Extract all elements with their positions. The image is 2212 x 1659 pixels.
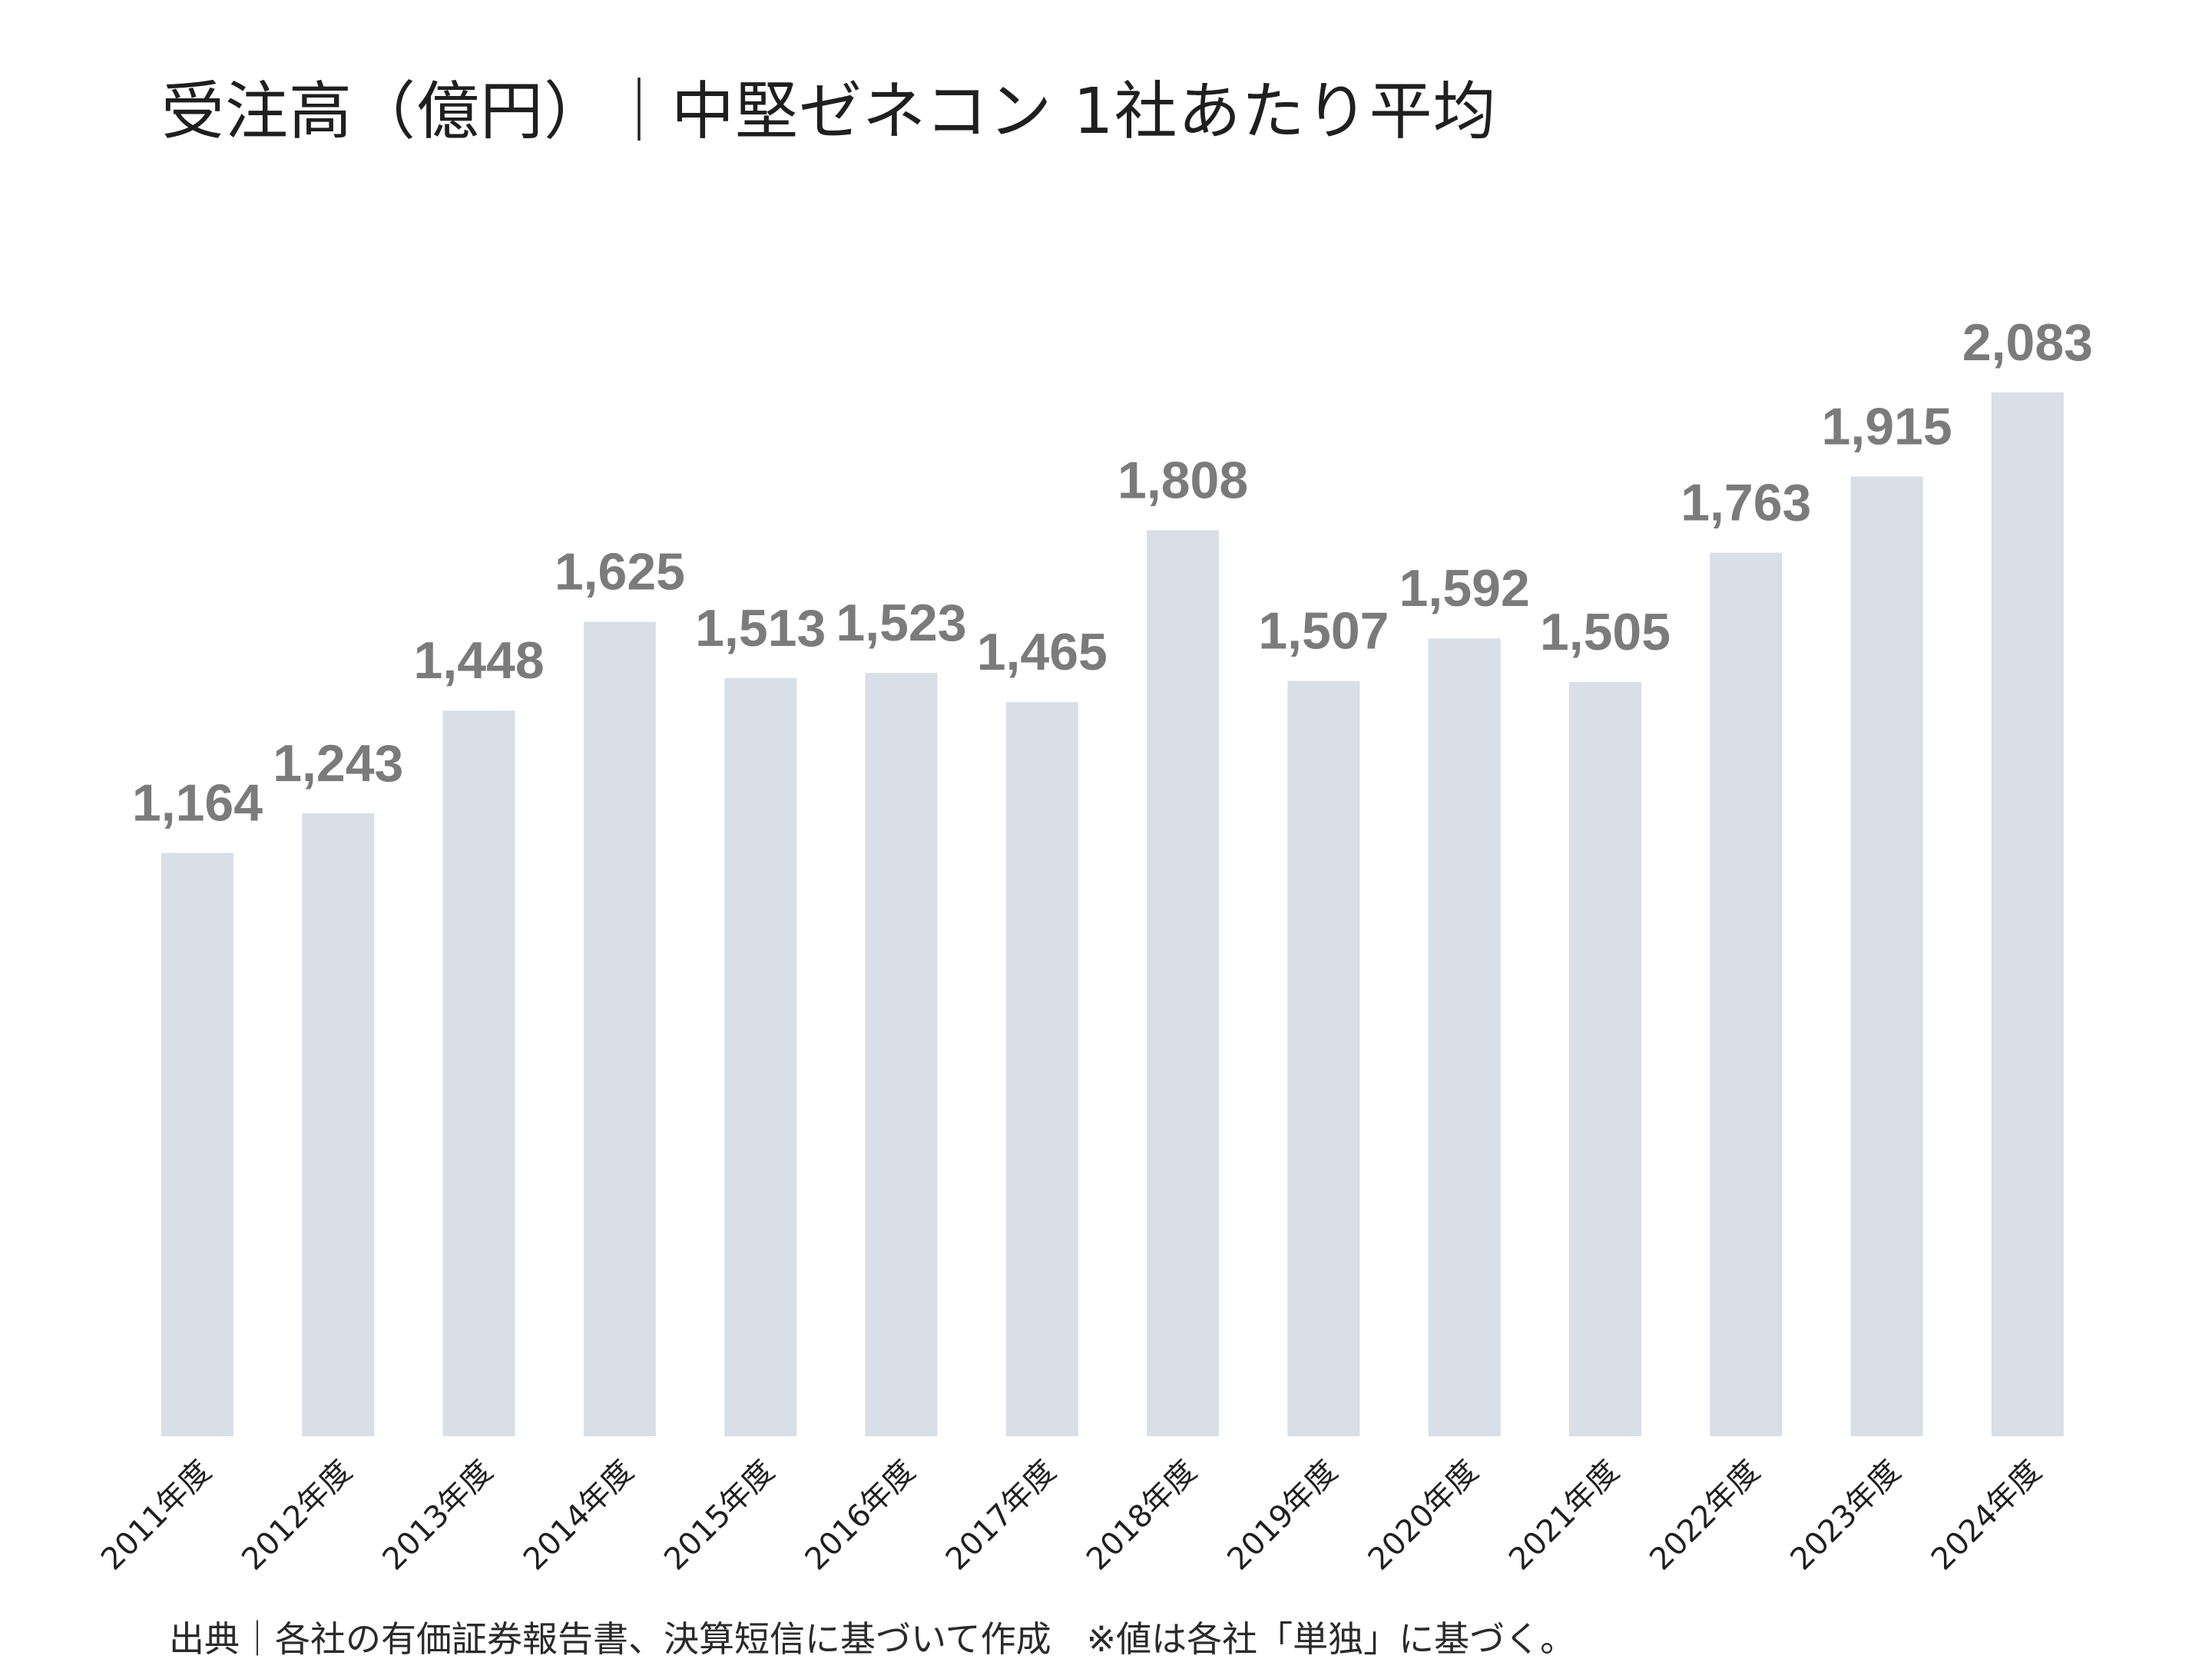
value-label: 1,448 bbox=[414, 631, 545, 690]
x-tick-label: 2017年度 bbox=[939, 1454, 1063, 1578]
x-tick-label: 2019年度 bbox=[1220, 1454, 1344, 1578]
bar-2023年度 bbox=[1850, 476, 1923, 1436]
bar-2012年度 bbox=[302, 813, 375, 1436]
x-tick-labels-layer: 2011年度 2012年度 2013年度 2014年度 2015年度 2016年度 2017… bbox=[94, 1454, 2048, 1578]
x-tick-label: 2020年度 bbox=[1362, 1454, 1485, 1578]
x-tick-label: 2011年度 bbox=[94, 1454, 218, 1578]
bar-2021年度 bbox=[1569, 682, 1641, 1436]
x-tick-label: 2022年度 bbox=[1643, 1454, 1767, 1578]
chart-title: 受注高（億円）｜中堅ゼネコン 1社あたり平均 bbox=[161, 75, 1497, 148]
bars-layer bbox=[161, 392, 2064, 1437]
bar-2020年度 bbox=[1428, 638, 1501, 1437]
value-label: 1,592 bbox=[1399, 559, 1530, 618]
value-label: 1,243 bbox=[273, 734, 403, 793]
bar-2016年度 bbox=[865, 673, 938, 1436]
value-label: 1,507 bbox=[1258, 602, 1389, 661]
value-label: 1,164 bbox=[132, 774, 263, 833]
bar-2018年度 bbox=[1147, 530, 1220, 1436]
x-tick-label: 2023年度 bbox=[1784, 1454, 1908, 1578]
x-tick-label: 2016年度 bbox=[798, 1454, 922, 1578]
x-tick-label: 2012年度 bbox=[235, 1454, 359, 1578]
source-footnote: 出典｜各社の有価証券報告書、決算短信に基づいて作成 ※値は各社「単独」に基づく。 bbox=[169, 1618, 1576, 1659]
x-tick-label: 2018年度 bbox=[1080, 1454, 1204, 1578]
value-label: 1,523 bbox=[836, 594, 966, 652]
value-label: 1,808 bbox=[1118, 451, 1248, 509]
bar-2014年度 bbox=[583, 621, 656, 1437]
value-label: 1,915 bbox=[1822, 398, 1952, 456]
bar-2015年度 bbox=[724, 677, 797, 1436]
bar-2022年度 bbox=[1710, 552, 1783, 1436]
value-label: 2,083 bbox=[1962, 313, 2093, 372]
bar-2011年度 bbox=[161, 853, 233, 1436]
bar-2017年度 bbox=[1005, 702, 1078, 1436]
bar-2013年度 bbox=[442, 710, 515, 1436]
x-tick-label: 2013年度 bbox=[376, 1454, 500, 1578]
bar-2024年度 bbox=[1991, 392, 2064, 1436]
value-label: 1,513 bbox=[695, 599, 826, 657]
value-label: 1,625 bbox=[555, 543, 685, 601]
x-tick-label: 2024年度 bbox=[1925, 1454, 2048, 1578]
x-tick-label: 2015年度 bbox=[657, 1454, 781, 1578]
x-tick-label: 2021年度 bbox=[1502, 1454, 1626, 1578]
value-label: 1,763 bbox=[1681, 474, 1811, 532]
value-label: 1,505 bbox=[1540, 603, 1671, 661]
bar-2019年度 bbox=[1287, 680, 1360, 1436]
value-label: 1,465 bbox=[977, 623, 1108, 681]
x-tick-label: 2014年度 bbox=[517, 1454, 641, 1578]
